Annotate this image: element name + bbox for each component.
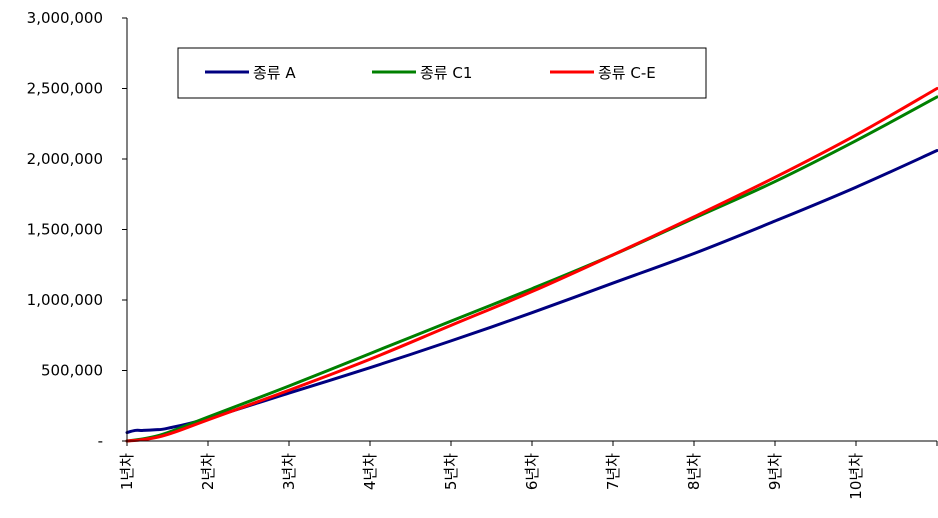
series-line-2 [125, 95, 938, 443]
x-tick-label: 5년차 [442, 453, 460, 490]
y-tick-label: - [98, 432, 103, 450]
x-tick-label: 3년차 [280, 453, 298, 490]
legend-label: 종류 C1 [420, 64, 472, 82]
y-tick-label: 1,500,000 [27, 221, 103, 239]
x-tick-label: 8년차 [685, 453, 703, 490]
x-tick-label: 9년차 [766, 453, 784, 490]
x-tick-label: 1년차 [118, 453, 136, 490]
y-tick-label: 3,000,000 [27, 9, 103, 27]
y-tick-label: 500,000 [41, 362, 103, 380]
x-tick-label: 7년차 [604, 453, 622, 490]
legend-label: 종류 A [253, 64, 296, 82]
series-line-3 [125, 87, 938, 443]
series-line-1 [125, 149, 938, 435]
y-tick-label: 2,500,000 [27, 80, 103, 98]
x-tick-label: 6년차 [523, 453, 541, 490]
y-tick-label: 1,000,000 [27, 291, 103, 309]
x-tick-label: 2년차 [199, 453, 217, 490]
x-tick-label: 4년차 [361, 453, 379, 490]
legend-box [177, 47, 707, 99]
legend-label: 종류 C-E [598, 64, 656, 82]
legend: 종류 A 종류 C1 종류 C-E [177, 47, 707, 99]
x-tick-label: 10년차 [847, 453, 865, 500]
series-layer [125, 87, 938, 443]
y-tick-label: 2,000,000 [27, 150, 103, 168]
axes: - 500,000 1,000,000 1,500,000 2,000,000 2,500… [27, 9, 938, 500]
